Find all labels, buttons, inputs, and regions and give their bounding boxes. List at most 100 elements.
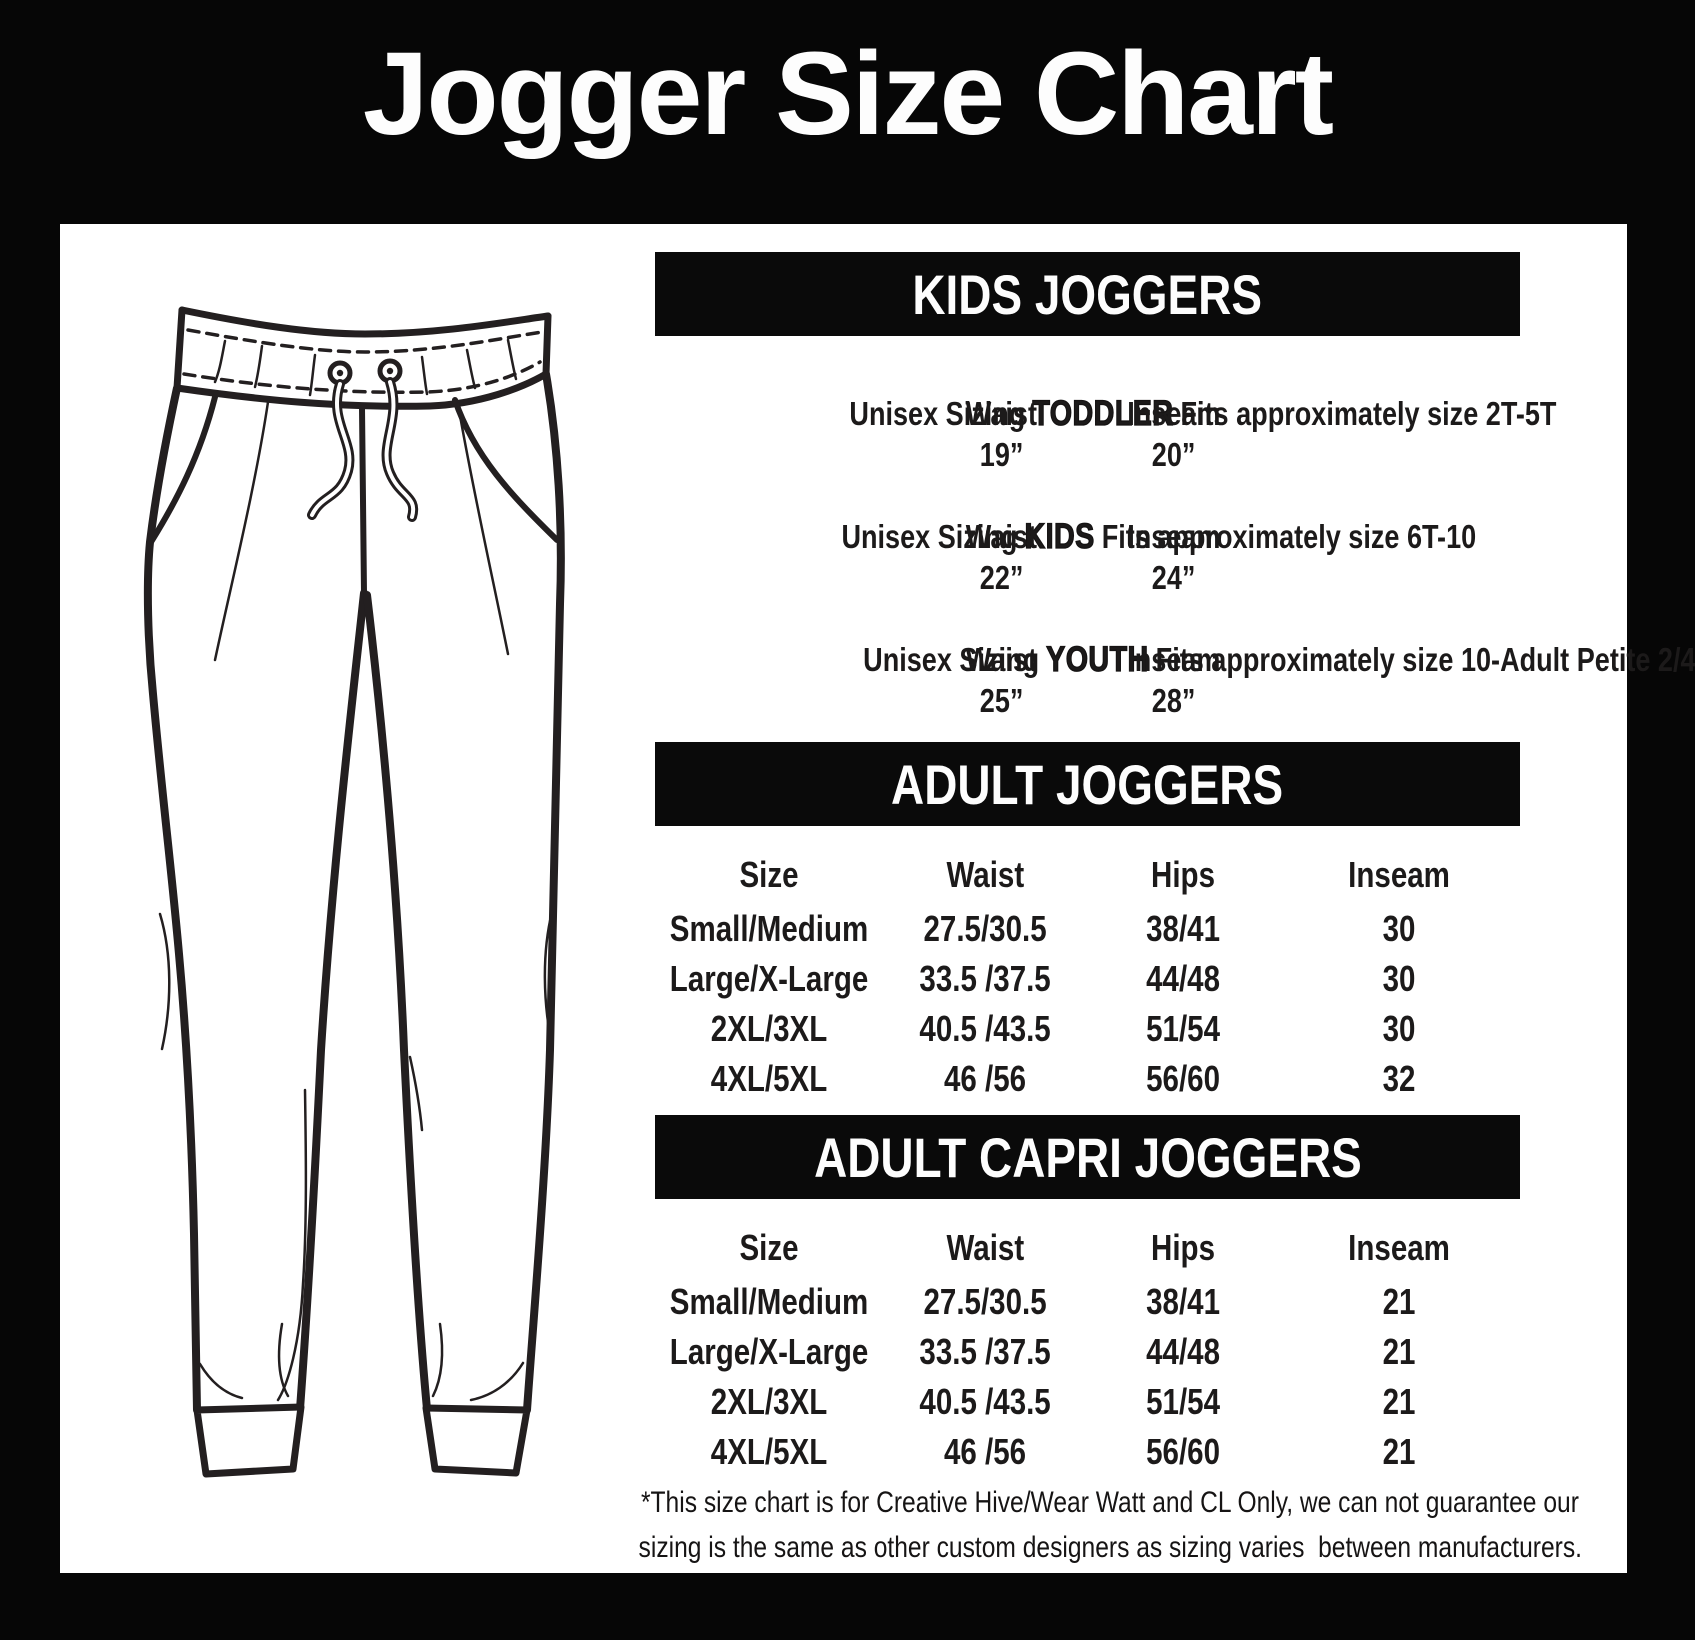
jogger-legs-outline — [143, 370, 565, 1414]
column-header-inseam: Inseam — [1347, 854, 1450, 895]
kids-youth-description: Unisex Sizing YOUTH Fits approximately siz… — [655, 598, 1695, 679]
waist-label: Waist — [965, 395, 1037, 432]
waist-cell: 40.5 /43.5 — [919, 1381, 1052, 1422]
waist-cell: 46 /56 — [944, 1431, 1027, 1472]
waist-cell: 40.5 /43.5 — [919, 1008, 1052, 1049]
column-header-size: Size — [739, 854, 799, 895]
jogger-pockets — [148, 394, 560, 662]
size-cell: 4XL/5XL — [710, 1058, 828, 1099]
drawstring — [307, 358, 419, 522]
size-cell: Large/X-Large — [669, 958, 869, 999]
column-header-hips: Hips — [1150, 854, 1215, 895]
adult-capri-joggers-table: Size Waist Hips Inseam Small/Medium 27.5… — [655, 1225, 1520, 1477]
kids-kids-suffix: Fits approximately size 6T-10 — [1101, 518, 1477, 555]
jogger-cuffs — [193, 1403, 531, 1478]
waist-value: 22” — [979, 559, 1024, 596]
kids-youth-prefix: Unisex Sizing — [863, 641, 1040, 678]
table-row: Large/X-Large 33.5 /37.5 44/48 30 — [655, 954, 1520, 1004]
waist-cell: 33.5 /37.5 — [919, 1331, 1052, 1372]
table-row: 2XL/3XL 40.5 /43.5 51/54 30 — [655, 1004, 1520, 1054]
waist-value: 19” — [979, 436, 1024, 473]
jogger-pants-illustration — [143, 306, 565, 1478]
inseam-value: 24” — [1151, 559, 1196, 596]
inseam-label: Inseam — [1127, 395, 1221, 432]
hips-cell: 38/41 — [1145, 1281, 1220, 1322]
inseam-value: 28” — [1151, 682, 1196, 719]
section-header-adult-joggers: ADULT JOGGERS — [655, 742, 1520, 826]
disclaimer-line-2: sizing is the same as other custom desig… — [638, 1531, 1582, 1564]
table-header-row: Size Waist Hips Inseam — [655, 852, 1520, 898]
page-title: Jogger Size Chart — [362, 28, 1334, 160]
inseam-cell: 21 — [1382, 1381, 1416, 1422]
hips-cell: 56/60 — [1145, 1058, 1220, 1099]
waist-cell: 27.5/30.5 — [923, 1281, 1047, 1322]
column-header-inseam: Inseam — [1347, 1227, 1450, 1268]
section-header-kids-label: KIDS JOGGERS — [912, 262, 1263, 326]
table-row: 2XL/3XL 40.5 /43.5 51/54 21 — [655, 1377, 1520, 1427]
kids-kids-name: KIDS — [1024, 516, 1095, 556]
inseam-cell: 21 — [1382, 1331, 1416, 1372]
adult-joggers-table: Size Waist Hips Inseam Small/Medium 27.5… — [655, 852, 1520, 1104]
table-row: Small/Medium 27.5/30.5 38/41 21 — [655, 1277, 1520, 1327]
disclaimer-footnote: *This size chart is for Creative Hive/We… — [530, 1480, 1690, 1570]
size-tables-column: KIDS JOGGERS Unisex Sizing TODDLER Fits ap… — [655, 252, 1695, 1482]
kids-group-toddler: Unisex Sizing TODDLER Fits approximately s… — [655, 352, 1556, 475]
inseam-cell: 21 — [1382, 1281, 1416, 1322]
table-row: Small/Medium 27.5/30.5 38/41 30 — [655, 904, 1520, 954]
table-row: 4XL/5XL 46 /56 56/60 21 — [655, 1427, 1520, 1477]
hips-cell: 44/48 — [1145, 958, 1220, 999]
jogger-waistband — [173, 306, 552, 410]
inseam-label: Inseam — [1127, 641, 1221, 678]
size-cell: 2XL/3XL — [710, 1008, 828, 1049]
table-row: 4XL/5XL 46 /56 56/60 32 — [655, 1054, 1520, 1104]
section-header-adult-capri-joggers: ADULT CAPRI JOGGERS — [655, 1115, 1520, 1199]
column-header-size: Size — [739, 1227, 799, 1268]
hips-cell: 38/41 — [1145, 908, 1220, 949]
hips-cell: 44/48 — [1145, 1331, 1220, 1372]
table-row: Large/X-Large 33.5 /37.5 44/48 21 — [655, 1327, 1520, 1377]
waist-cell: 33.5 /37.5 — [919, 958, 1052, 999]
waist-value: 25” — [979, 682, 1024, 719]
kids-toddler-measure-labels: Waist Inseam — [655, 393, 1520, 434]
waist-label: Waist — [965, 641, 1037, 678]
kids-sizing-block: Unisex Sizing TODDLER Fits approximately s… — [655, 352, 1695, 721]
kids-youth-suffix: Fits approximately size 10-Adult Petite … — [1155, 641, 1695, 678]
kids-toddler-suffix: Fits approximately size 2T-5T — [1180, 395, 1557, 432]
kids-kids-measure-labels: Waist Inseam — [655, 516, 1520, 557]
hips-cell: 51/54 — [1145, 1381, 1220, 1422]
section-header-kids-joggers: KIDS JOGGERS — [655, 252, 1520, 336]
kids-group-youth: Unisex Sizing YOUTH Fits approximately siz… — [655, 598, 1695, 721]
size-cell: 2XL/3XL — [710, 1381, 828, 1422]
column-header-waist: Waist — [946, 1227, 1025, 1268]
kids-youth-measure-labels: Waist Inseam — [655, 639, 1520, 680]
kids-youth-measure-values: 25” 28” — [655, 680, 1520, 721]
waist-cell: 46 /56 — [944, 1058, 1027, 1099]
kids-kids-description: Unisex Sizing KIDS Fits approximately size… — [655, 475, 1520, 556]
inseam-cell: 30 — [1382, 908, 1416, 949]
section-header-capri-label: ADULT CAPRI JOGGERS — [813, 1125, 1362, 1189]
kids-toddler-prefix: Unisex Sizing — [849, 395, 1026, 432]
kids-kids-measure-values: 22” 24” — [655, 557, 1520, 598]
waist-cell: 27.5/30.5 — [923, 908, 1047, 949]
section-header-adult-label: ADULT JOGGERS — [891, 752, 1284, 816]
inseam-cell: 21 — [1382, 1431, 1416, 1472]
content-panel: KIDS JOGGERS Unisex Sizing TODDLER Fits ap… — [60, 224, 1695, 1573]
inseam-cell: 32 — [1382, 1058, 1416, 1099]
size-cell: 4XL/5XL — [710, 1431, 828, 1472]
kids-group-kids: Unisex Sizing KIDS Fits approximately size… — [655, 475, 1520, 598]
kids-toddler-measure-values: 19” 20” — [655, 434, 1520, 475]
kids-youth-name: YOUTH — [1046, 639, 1149, 679]
jogger-wrinkle-lines — [158, 910, 554, 1402]
inseam-label: Inseam — [1127, 518, 1221, 555]
size-cell: Small/Medium — [669, 908, 869, 949]
waist-label: Waist — [965, 518, 1037, 555]
hips-cell: 56/60 — [1145, 1431, 1220, 1472]
table-header-row: Size Waist Hips Inseam — [655, 1225, 1520, 1271]
size-cell: Large/X-Large — [669, 1331, 869, 1372]
inseam-cell: 30 — [1382, 1008, 1416, 1049]
kids-kids-prefix: Unisex Sizing — [841, 518, 1018, 555]
kids-toddler-name: TODDLER — [1032, 393, 1174, 433]
inseam-value: 20” — [1151, 436, 1196, 473]
kids-toddler-description: Unisex Sizing TODDLER Fits approximately s… — [655, 352, 1556, 433]
